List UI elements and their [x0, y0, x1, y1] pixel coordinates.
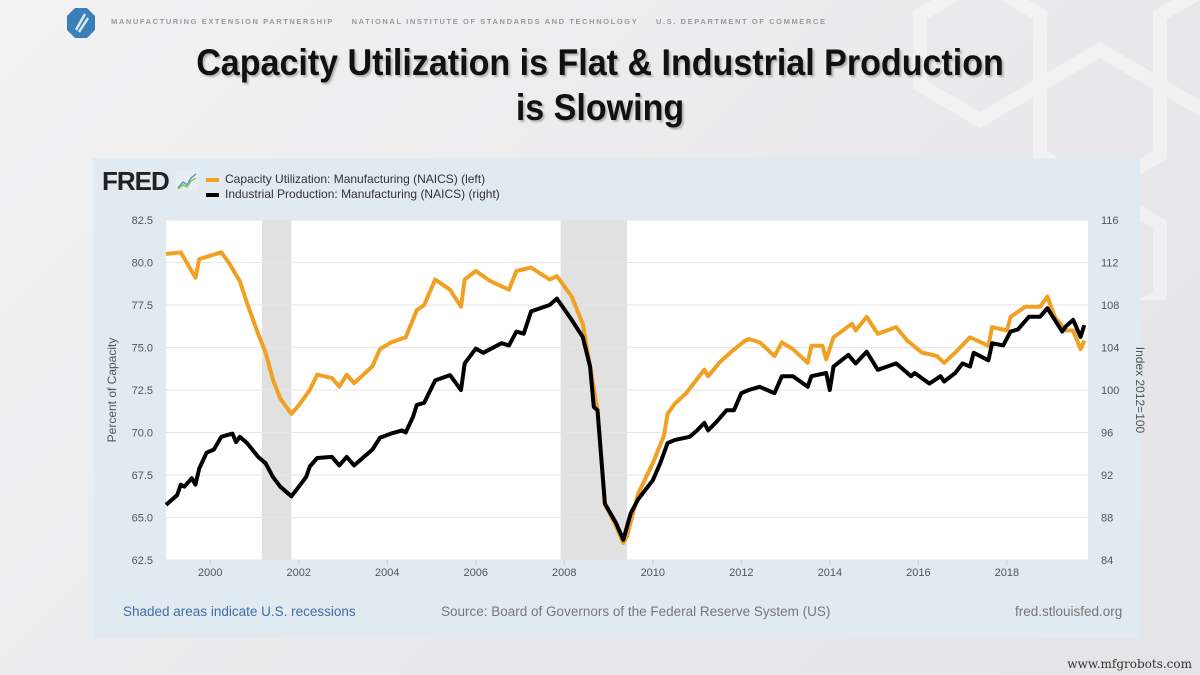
chart-source: Source: Board of Governors of the Federa… — [441, 604, 831, 619]
organization-header: MANUFACTURING EXTENSION PARTNERSHIP NATI… — [111, 17, 841, 26]
x-axis-tick-label: 2012 — [729, 567, 753, 579]
right-axis-tick-label: 88 — [1101, 513, 1113, 525]
right-axis-tick-label: 116 — [1101, 215, 1119, 227]
x-axis-tick-label: 2014 — [818, 567, 842, 579]
right-axis-tick-label: 96 — [1101, 428, 1113, 440]
left-axis-tick-label: 77.5 — [132, 300, 153, 312]
left-axis-tick-label: 82.5 — [132, 215, 153, 227]
header-org-nist: NATIONAL INSTITUTE OF STANDARDS AND TECH… — [351, 17, 639, 26]
right-axis-tick-label: 100 — [1101, 385, 1119, 397]
left-axis-tick-label: 65.0 — [132, 513, 153, 525]
left-axis-label: Percent of Capacity — [105, 338, 119, 443]
left-axis-tick-label: 62.5 — [132, 555, 153, 567]
slide-title-line-1: Capacity Utilization is Flat & Industria… — [196, 42, 1004, 83]
legend-item-industrial-production: Industrial Production: Manufacturing (NA… — [206, 187, 500, 202]
right-axis-tick-label: 108 — [1101, 300, 1119, 312]
legend-item-capacity-utilization: Capacity Utilization: Manufacturing (NAI… — [206, 172, 500, 187]
left-axis-tick-label: 67.5 — [132, 470, 153, 482]
x-axis-tick-label: 2002 — [287, 567, 311, 579]
x-axis-tick-label: 2008 — [552, 567, 576, 579]
slide-title: Capacity Utilization is Flat & Industria… — [48, 40, 1152, 130]
left-axis-tick-label: 72.5 — [132, 385, 153, 397]
fred-logo: FRED — [102, 166, 170, 196]
x-axis-tick-label: 2000 — [198, 567, 222, 579]
legend-label: Capacity Utilization: Manufacturing (NAI… — [225, 172, 486, 186]
right-axis-label: Index 2012=100 — [1133, 347, 1147, 434]
x-axis-tick-label: 2018 — [995, 567, 1019, 579]
header-org-mep: MANUFACTURING EXTENSION PARTNERSHIP — [111, 17, 334, 26]
fred-chart-icon — [176, 171, 198, 191]
watermark: www.mfgrobots.com — [1067, 657, 1192, 671]
legend-label: Industrial Production: Manufacturing (NA… — [225, 187, 500, 201]
legend-swatch-orange — [206, 177, 219, 182]
nist-mep-logo-icon — [67, 8, 95, 38]
left-axis-tick-label: 70.0 — [132, 428, 153, 440]
chart-legend: Capacity Utilization: Manufacturing (NAI… — [206, 172, 500, 202]
x-axis-tick-label: 2016 — [906, 567, 930, 579]
right-axis-tick-label: 112 — [1101, 258, 1119, 270]
slide-title-line-2: is Slowing — [515, 87, 685, 128]
left-axis-tick-label: 75.0 — [132, 343, 153, 355]
right-axis-tick-label: 84 — [1101, 555, 1113, 567]
left-axis-tick-label: 80.0 — [132, 258, 153, 270]
fred-site-link[interactable]: fred.stlouisfed.org — [1015, 604, 1123, 619]
x-axis-tick-label: 2010 — [641, 567, 665, 579]
legend-swatch-black — [206, 192, 219, 197]
series-line-capacity-utilization — [165, 250, 1087, 545]
x-axis-tick-label: 2006 — [464, 567, 488, 579]
x-axis-tick-label: 2004 — [375, 567, 399, 579]
recession-note: Shaded areas indicate U.S. recessions — [123, 604, 356, 619]
right-axis-tick-label: 92 — [1101, 470, 1113, 482]
right-axis-tick-label: 104 — [1101, 343, 1119, 355]
header-org-doc: U.S. DEPARTMENT OF COMMERCE — [655, 17, 827, 26]
series-line-industrial-production — [164, 296, 1087, 542]
